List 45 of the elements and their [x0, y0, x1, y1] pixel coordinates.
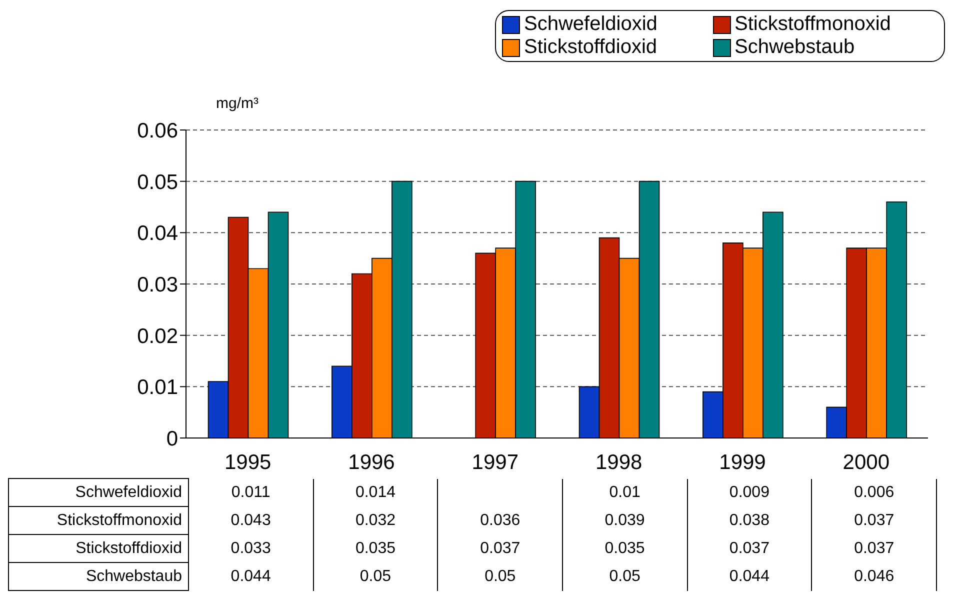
x-tick-label: 1996	[348, 450, 395, 474]
data-label: 0.038	[687, 506, 812, 534]
x-tick-label: 1995	[224, 450, 272, 474]
y-axis-title: mg/m³	[216, 95, 258, 112]
y-tick-label: 0.02	[137, 324, 178, 348]
data-label: 0.05	[313, 562, 438, 590]
data-label: 0.046	[812, 562, 936, 590]
data-label: 0.011	[188, 478, 314, 506]
data-label: 0.037	[812, 506, 936, 534]
data-label: 0.039	[562, 506, 688, 534]
data-label: 0.036	[438, 506, 562, 534]
data-label: 0.035	[313, 534, 438, 562]
data-label: 0.05	[562, 562, 688, 590]
y-tick-label: 0.05	[137, 170, 178, 194]
data-label: 0.05	[438, 562, 562, 590]
data-label: 0.037	[687, 534, 812, 562]
x-tick-label: 2000	[842, 450, 890, 474]
data-label: 0.044	[687, 562, 812, 590]
data-label: 0.037	[812, 534, 936, 562]
legend-label: Schwefeldioxid	[524, 13, 658, 36]
text: Stickstoffmonoxid	[56, 512, 182, 528]
data-label: 0.009	[687, 478, 812, 506]
data-label: 0.014	[313, 478, 438, 506]
data-label: 0.035	[562, 534, 688, 562]
x-tick-label: 1997	[472, 450, 519, 474]
data-label: 0.006	[812, 478, 936, 506]
text: Schwefeldioxid	[75, 484, 182, 500]
x-tick-label: 1998	[595, 450, 642, 474]
data-label: 0.037	[438, 534, 562, 562]
data-label: 0.043	[188, 506, 314, 534]
y-tick-label: 0.04	[137, 222, 178, 246]
legend-label: Stickstoffdioxid	[524, 36, 658, 59]
y-tick-label: 0	[166, 427, 178, 450]
y-tick-label: 0.03	[137, 273, 178, 296]
y-tick-label: 0.01	[137, 376, 178, 400]
text: Schwebstaub	[86, 568, 182, 584]
y-tick-label: 0.06	[137, 119, 178, 142]
data-label: 0.033	[188, 534, 314, 562]
x-tick-label: 1999	[719, 450, 766, 474]
legend-label: Schwebstaub	[734, 36, 855, 59]
data-label: 0.01	[562, 478, 688, 506]
legend-label: Stickstoffmonoxid	[734, 13, 891, 36]
data-label: 0.044	[188, 562, 314, 590]
data-label: 0.032	[313, 506, 438, 534]
text: Stickstoffdioxid	[76, 540, 182, 556]
